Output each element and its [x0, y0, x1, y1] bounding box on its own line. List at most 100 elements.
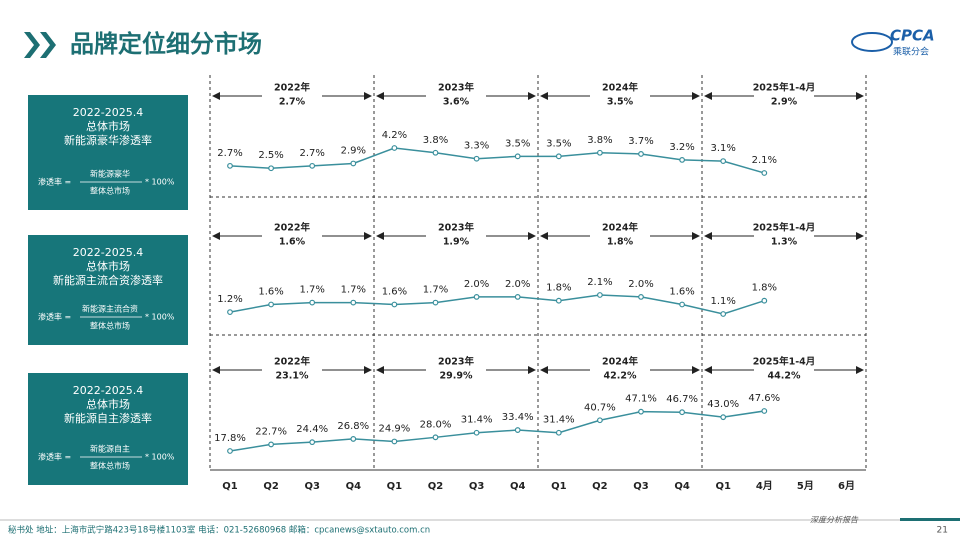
point — [432, 149, 439, 156]
box-line: 2022-2025.4 — [73, 246, 143, 259]
x-tick-label: Q3 — [469, 481, 485, 492]
point — [761, 170, 768, 176]
point — [514, 153, 521, 160]
data-label: 3.8% — [423, 135, 448, 146]
period-value: 2.9% — [771, 97, 798, 108]
x-tick-label: 5月 — [797, 480, 814, 492]
point — [597, 417, 603, 424]
point — [268, 165, 275, 172]
point — [720, 158, 727, 164]
footer-tag: 深度分析报告 — [810, 516, 859, 525]
x-tick-label: Q3 — [633, 481, 649, 492]
data-label: 3.2% — [669, 142, 694, 153]
box-line: 2022-2025.4 — [73, 106, 143, 119]
data-label: 3.5% — [505, 138, 530, 149]
data-label: 47.6% — [748, 393, 780, 404]
x-tick-label: Q3 — [304, 481, 320, 492]
data-label: 17.8% — [214, 433, 246, 444]
data-label: 2.1% — [587, 277, 612, 288]
period-label: 2024年 — [602, 222, 638, 234]
point — [514, 294, 521, 300]
box-line: 新能源主流合资渗透率 — [53, 273, 163, 287]
data-label: 3.8% — [587, 135, 612, 146]
data-label: 33.4% — [502, 412, 534, 423]
x-tick-label: Q2 — [592, 481, 608, 492]
data-label: 2.7% — [299, 148, 324, 159]
logo-swoosh — [851, 32, 893, 52]
x-tick-label: Q4 — [346, 481, 362, 492]
x-tick-label: Q1 — [551, 481, 567, 492]
period-label: 2022年 — [274, 356, 310, 368]
box-line: 总体市场 — [86, 397, 130, 411]
data-label: 1.1% — [710, 296, 735, 307]
period-label: 2023年 — [438, 82, 474, 94]
data-label: 43.0% — [707, 399, 739, 410]
point — [391, 301, 398, 308]
formula-denominator: 整体总市场 — [90, 321, 130, 331]
formula-rhs: * 100% — [145, 313, 175, 322]
period-label: 2025年1-4月 — [753, 222, 816, 234]
data-label: 3.5% — [546, 138, 571, 149]
data-label: 1.6% — [669, 287, 694, 298]
point — [432, 299, 439, 306]
point — [309, 439, 316, 446]
box-line: 新能源自主渗透率 — [64, 411, 152, 425]
data-label: 3.7% — [628, 136, 653, 147]
period-label: 2025年1-4月 — [753, 356, 816, 368]
box-line: 新能源豪华渗透率 — [64, 133, 152, 147]
data-label: 24.9% — [379, 423, 411, 434]
point — [555, 297, 562, 304]
line-series — [229, 147, 765, 174]
line-series — [229, 410, 765, 452]
formula-numerator: 新能源主流合资 — [82, 304, 138, 314]
period-label: 2022年 — [274, 222, 310, 234]
formula-denominator: 整体总市场 — [90, 461, 130, 471]
x-tick-label: Q1 — [222, 481, 238, 492]
period-value: 1.8% — [607, 237, 634, 248]
point — [638, 294, 644, 300]
title: 品牌定位细分市场 — [70, 30, 262, 58]
point — [227, 448, 233, 454]
point — [309, 299, 316, 306]
point — [473, 429, 480, 436]
data-label: 28.0% — [420, 419, 452, 430]
point — [391, 145, 398, 151]
formula-lhs: 渗透率 = — [38, 312, 71, 322]
data-label: 1.6% — [382, 287, 407, 298]
data-label: 4.2% — [382, 130, 407, 141]
data-label: 26.8% — [337, 421, 369, 432]
point — [679, 301, 685, 308]
point — [597, 292, 603, 298]
point — [350, 160, 357, 167]
data-label: 31.4% — [461, 415, 493, 426]
formula-rhs: * 100% — [145, 178, 175, 187]
point — [514, 427, 521, 433]
formula-numerator: 新能源自主 — [90, 444, 130, 454]
info-box — [28, 95, 188, 210]
point — [268, 301, 275, 308]
formula-lhs: 渗透率 = — [38, 452, 71, 462]
period-value: 3.5% — [607, 97, 634, 108]
period-value: 42.2% — [604, 371, 637, 382]
logo-sub: 乘联分会 — [893, 46, 929, 58]
data-label: 1.6% — [258, 287, 283, 298]
period-value: 23.1% — [276, 371, 309, 382]
x-tick-label: Q4 — [674, 481, 690, 492]
x-tick-label: 4月 — [756, 480, 773, 492]
point — [432, 434, 439, 441]
data-label: 3.3% — [464, 141, 489, 152]
data-label: 1.8% — [752, 283, 777, 294]
point — [227, 162, 233, 169]
formula-lhs: 渗透率 = — [38, 177, 71, 187]
formula-denominator: 整体总市场 — [90, 186, 130, 196]
data-label: 1.7% — [423, 285, 448, 296]
page-number: 21 — [937, 526, 948, 536]
box-line: 总体市场 — [86, 119, 130, 133]
data-label: 2.7% — [217, 148, 242, 159]
point — [473, 294, 480, 300]
data-label: 2.5% — [258, 150, 283, 161]
point — [761, 297, 768, 304]
data-label: 2.9% — [341, 145, 366, 156]
line-series — [229, 294, 765, 315]
